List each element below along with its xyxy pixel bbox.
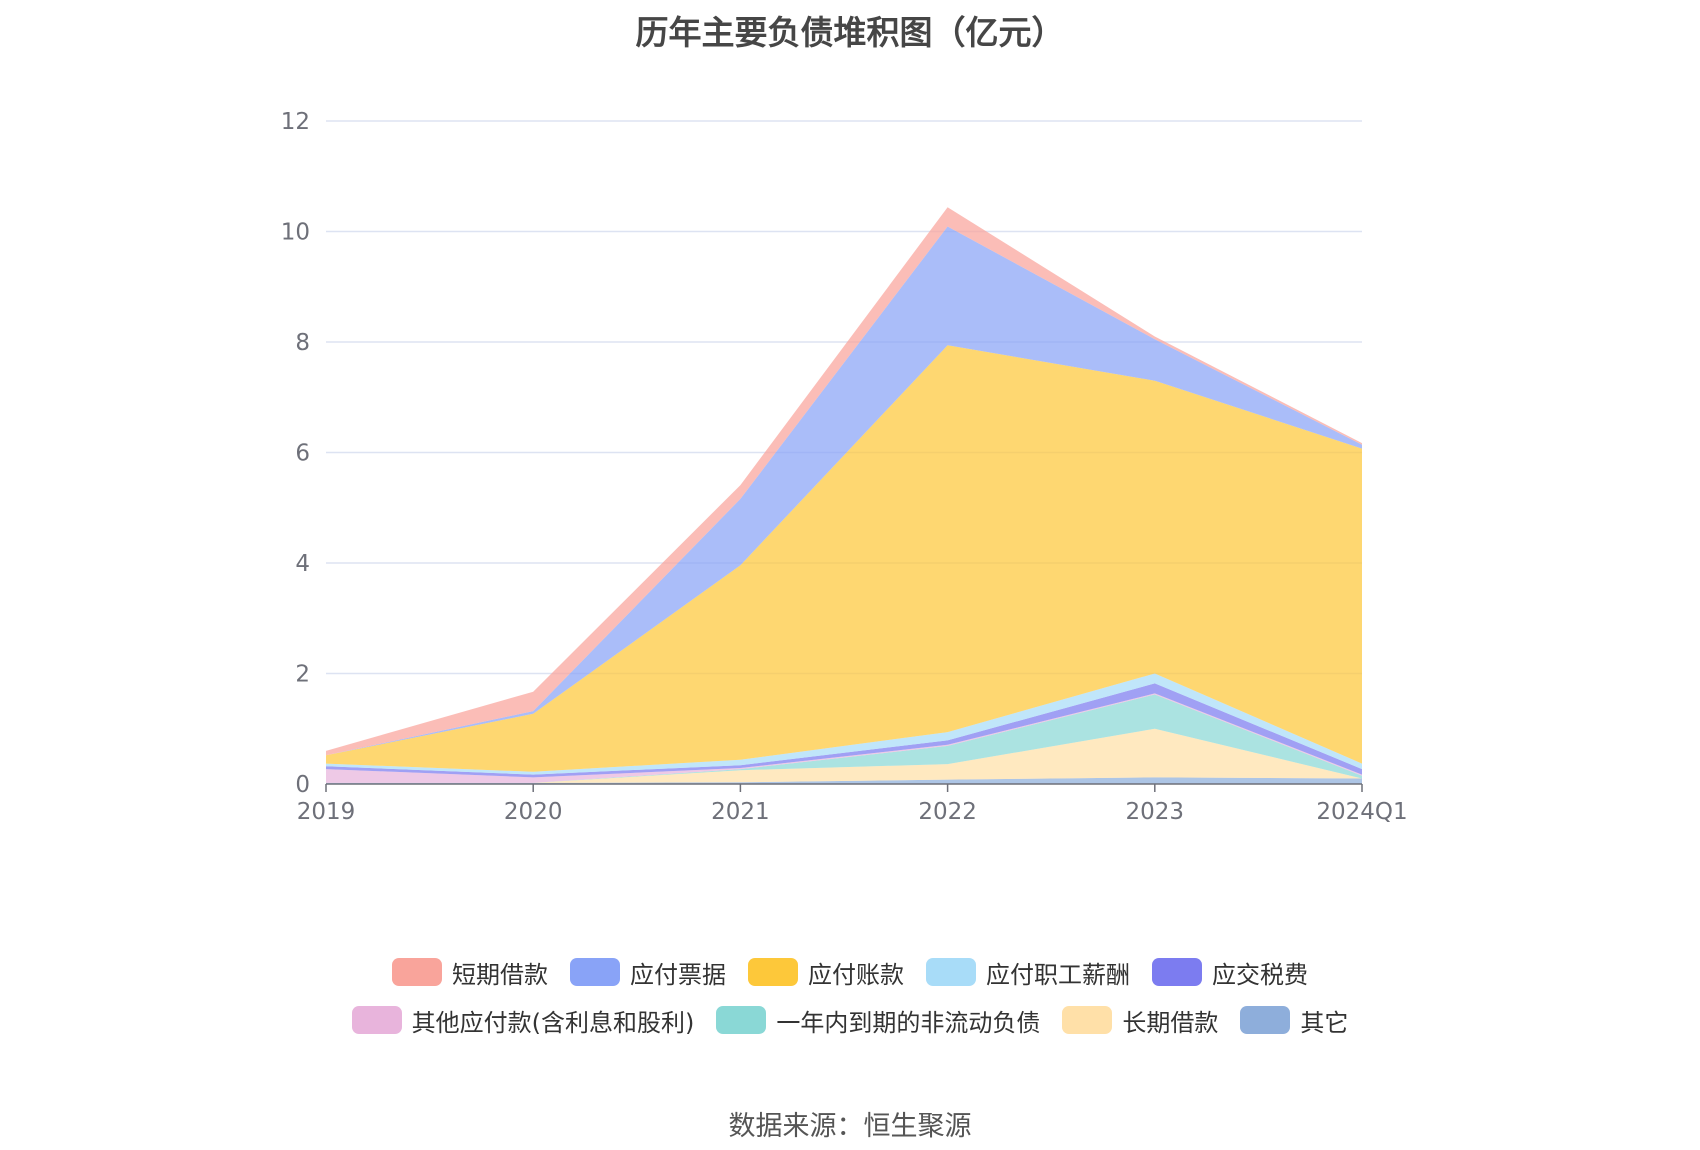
y-tick-label: 6 [295, 441, 310, 467]
legend-label: 短期借款 [452, 960, 548, 989]
legend-label: 其它 [1300, 1008, 1349, 1037]
legend-item-accounts-payable[interactable]: 应付账款 [748, 955, 904, 990]
legend-item-other[interactable]: 其它 [1240, 1003, 1348, 1038]
area-series-1[interactable] [326, 728, 1362, 783]
y-tick-label: 12 [281, 109, 310, 135]
legend-label: 应付票据 [630, 960, 726, 989]
area-series-0[interactable] [326, 777, 1362, 784]
legend: 短期借款 应付票据 应付账款 应付职工薪酬 应交税费 其他应付款(含利息和股利)… [0, 955, 1700, 1051]
legend-swatch [570, 958, 620, 986]
y-tick-label: 10 [281, 220, 310, 246]
area-series-7[interactable] [326, 226, 1362, 756]
legend-swatch [1062, 1006, 1113, 1034]
area-series-6[interactable] [326, 345, 1362, 772]
legend-item-short-term-loans[interactable]: 短期借款 [392, 955, 548, 990]
x-tick-label: 2021 [711, 799, 770, 825]
legend-row-1: 短期借款 应付票据 应付账款 应付职工薪酬 应交税费 [0, 955, 1700, 989]
y-tick-label: 0 [295, 772, 310, 798]
axes: 0 2 4 6 8 10 12 2019 2020 2021 2022 2023 2024Q1 [281, 109, 1408, 825]
legend-swatch [392, 958, 442, 986]
chart-title: 历年主要负债堆积图（亿元） [635, 13, 1065, 52]
legend-item-taxes-payable[interactable]: 应交税费 [1152, 955, 1308, 990]
area-series-2[interactable] [326, 694, 1362, 783]
area-series-3[interactable] [326, 693, 1362, 783]
legend-item-long-term-loans[interactable]: 长期借款 [1062, 1003, 1218, 1038]
x-tick-label: 2020 [504, 799, 563, 825]
legend-swatch [926, 958, 976, 986]
legend-swatch [1152, 958, 1202, 986]
legend-label: 长期借款 [1122, 1008, 1219, 1037]
x-tick-label: 2024Q1 [1316, 799, 1407, 825]
area-series-group [326, 207, 1362, 784]
source-note: 数据来源：恒生聚源 [728, 1111, 972, 1142]
x-tick-label: 2023 [1126, 799, 1185, 825]
legend-label: 应付职工薪酬 [986, 960, 1130, 989]
legend-swatch [748, 958, 798, 986]
legend-item-other-payables[interactable]: 其他应付款(含利息和股利) [351, 1003, 695, 1038]
legend-label: 其他应付款(含利息和股利) [411, 1008, 695, 1037]
legend-label: 应付账款 [808, 960, 904, 989]
legend-swatch [1240, 1006, 1291, 1034]
legend-item-payroll-payable[interactable]: 应付职工薪酬 [926, 955, 1130, 990]
x-tick-label: 2022 [918, 799, 977, 825]
x-tick-label: 2019 [297, 799, 356, 825]
legend-label: 一年内到期的非流动负债 [776, 1008, 1041, 1037]
y-tick-label: 4 [295, 551, 310, 577]
legend-row-2: 其他应付款(含利息和股利) 一年内到期的非流动负债 长期借款 其它 [0, 1003, 1700, 1037]
legend-item-current-noncurrent-liabilities[interactable]: 一年内到期的非流动负债 [716, 1003, 1040, 1038]
legend-item-notes-payable[interactable]: 应付票据 [570, 955, 726, 990]
legend-swatch [716, 1006, 767, 1034]
y-tick-label: 8 [295, 330, 310, 356]
legend-label: 应交税费 [1212, 960, 1308, 989]
y-tick-label: 2 [295, 662, 310, 688]
legend-swatch [351, 1006, 402, 1034]
